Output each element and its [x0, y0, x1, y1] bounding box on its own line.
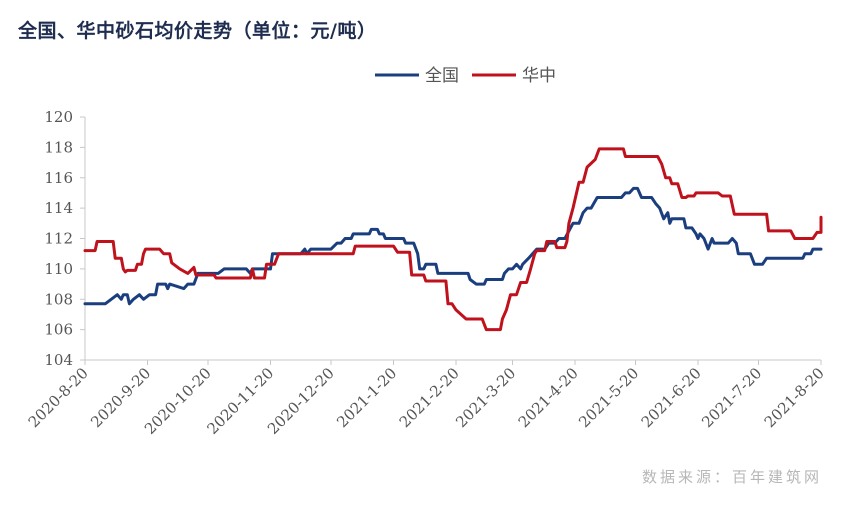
y-tick-label: 112: [44, 230, 73, 248]
y-tick-label: 114: [44, 199, 73, 217]
series-lines: [83, 147, 823, 332]
series-line-national: [83, 186, 823, 306]
x-tick-label: 2021-8-20: [761, 364, 828, 431]
series-line-central: [83, 147, 823, 332]
x-tick-label: 2021-6-20: [638, 364, 705, 431]
x-tick-label: 2021-7-20: [698, 364, 765, 431]
y-tick-label: 106: [44, 321, 73, 339]
data-source-note: 数据来源：百年建筑网: [641, 468, 822, 486]
x-tick-label: 2021-2-20: [396, 364, 463, 431]
y-tick-label: 110: [44, 260, 73, 278]
x-tick-label: 2020-8-20: [25, 364, 92, 431]
legend-label: 华中: [522, 66, 556, 86]
x-tick-label: 2021-5-20: [575, 364, 642, 431]
legend-label: 全国: [425, 66, 459, 86]
y-tick-label: 108: [44, 290, 73, 308]
y-tick-label: 116: [44, 169, 73, 187]
y-tick-label: 104: [44, 351, 73, 369]
y-tick-label: 118: [44, 138, 73, 156]
x-tick-label: 2021-3-20: [452, 364, 519, 431]
x-tick-label: 2021-1-20: [333, 364, 400, 431]
legend: 全国 华中: [375, 66, 556, 86]
chart-title: 全国、华中砂石均价走势（单位：元/吨）: [18, 20, 377, 42]
x-tick-label: 2021-4-20: [515, 364, 582, 431]
y-tick-label: 120: [44, 108, 73, 126]
axes: 1041061081101121141161181202020-8-202020…: [25, 108, 828, 438]
